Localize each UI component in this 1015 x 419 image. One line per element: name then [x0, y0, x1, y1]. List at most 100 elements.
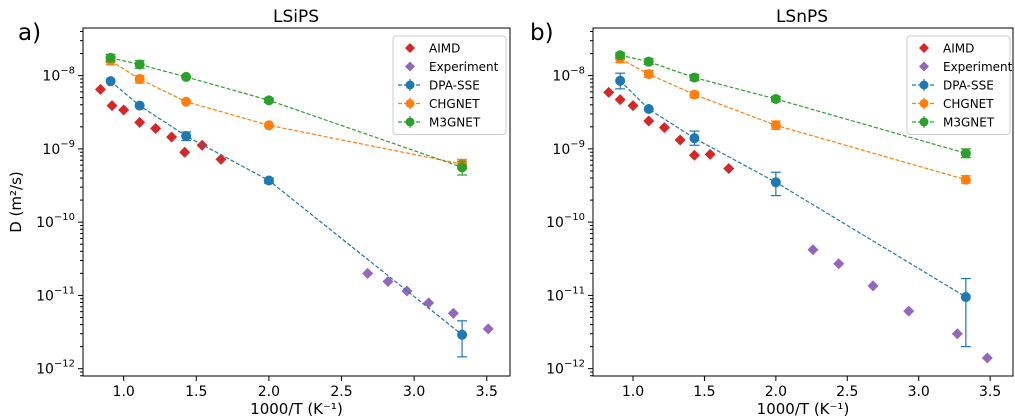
data-point	[723, 162, 735, 174]
y-tick-label: 10−12	[36, 359, 75, 378]
legend-item-m3gnet: M3GNET	[912, 116, 995, 130]
panel-label: b)	[530, 20, 554, 46]
x-tick-label: 1.0	[113, 384, 135, 400]
data-point	[181, 96, 192, 107]
data-point	[482, 323, 494, 335]
legend-item-m3gnet: M3GNET	[398, 116, 481, 130]
series-line-m3gnet	[619, 54, 967, 154]
data-point	[263, 95, 274, 106]
chart-title: LSnPS	[776, 7, 828, 27]
data-point	[134, 116, 146, 128]
x-tick-label: 3.0	[908, 384, 930, 400]
y-axis-label: D (m²/s)	[7, 171, 25, 233]
legend-item-aimd: AIMD	[405, 42, 460, 56]
data-point	[382, 275, 394, 287]
data-point	[150, 122, 162, 134]
legend-marker	[919, 99, 929, 108]
data-point	[423, 297, 435, 309]
legend-box	[392, 35, 507, 135]
data-point	[179, 146, 191, 158]
legend-item-dpa-sse: DPA-SSE	[912, 79, 994, 93]
series-line-m3gnet	[110, 57, 463, 168]
legend: AIMD Experiment DPA-SSE CHGNET M3GNET	[392, 35, 507, 135]
legend-label: Experiment	[429, 60, 499, 74]
data-point	[807, 244, 819, 256]
data-point	[166, 131, 178, 143]
chart-panel-lsips: a) LSiPS 1.0 1.5 2.0 2.5 3.0 3.5 1000/T (K⁻¹) 10−…	[7, 7, 511, 418]
legend-label: M3GNET	[429, 116, 481, 130]
x-tick-label: 1.5	[693, 384, 715, 400]
legend-label: CHGNET	[429, 97, 480, 111]
series-line-chgnet	[619, 58, 967, 181]
legend-label: CHGNET	[943, 97, 994, 111]
data-point	[704, 148, 716, 160]
y-tick-label: 10−12	[546, 359, 585, 378]
plot-frame	[592, 27, 1014, 377]
data-point	[689, 133, 700, 144]
panel-label: a)	[18, 20, 41, 46]
legend-label: DPA-SSE	[429, 79, 480, 93]
series-experiment	[362, 267, 494, 335]
x-tick-label: 1.5	[185, 384, 207, 400]
data-point	[94, 83, 106, 95]
legend: AIMD Experiment DPA-SSE CHGNET M3GNET	[906, 35, 1013, 135]
legend-marker	[919, 43, 929, 53]
data-point	[134, 59, 145, 70]
x-tick-label: 2.5	[330, 384, 352, 400]
legend-box	[906, 35, 1011, 135]
data-point	[643, 104, 654, 115]
legend-item-chgnet: CHGNET	[398, 97, 480, 111]
series-m3gnet	[105, 52, 468, 176]
legend-marker	[405, 61, 415, 72]
x-tick-label: 3.5	[476, 384, 498, 400]
data-point	[118, 104, 130, 116]
data-point	[603, 86, 615, 98]
data-point	[688, 149, 700, 161]
data-point	[362, 267, 374, 279]
legend-item-aimd: AIMD	[919, 42, 974, 56]
x-tick-label: 2.5	[836, 384, 858, 400]
legend-marker	[919, 80, 929, 90]
data-point	[981, 352, 993, 364]
legend-label: Experiment	[943, 60, 1013, 74]
series-aimd	[94, 83, 227, 165]
x-tick-label: 2.0	[765, 384, 787, 400]
data-point	[833, 258, 845, 270]
data-point	[105, 76, 116, 87]
data-point	[770, 177, 781, 188]
y-tick-label: 10−10	[546, 212, 585, 231]
legend-label: AIMD	[429, 42, 460, 56]
data-point	[457, 162, 468, 173]
data-point	[960, 174, 971, 185]
x-axis-label: 1000/T (K⁻¹)	[250, 400, 343, 418]
data-point	[105, 52, 116, 63]
legend-label: AIMD	[943, 42, 974, 56]
y-tick-label: 10−9	[42, 139, 75, 158]
data-point	[643, 115, 655, 127]
data-point	[401, 285, 413, 297]
series-line-dpa-sse	[619, 80, 967, 298]
legend-item-experiment: Experiment	[919, 60, 1013, 74]
series-aimd	[603, 86, 735, 174]
x-tick-label: 3.5	[979, 384, 1001, 400]
data-point	[643, 69, 654, 80]
data-point	[960, 292, 971, 303]
legend-label: M3GNET	[943, 116, 995, 130]
legend-item-experiment: Experiment	[405, 60, 499, 74]
legend-marker	[919, 61, 929, 72]
data-point	[960, 148, 971, 159]
data-point	[181, 71, 192, 82]
data-point	[867, 280, 879, 292]
y-tick-label: 10−10	[36, 212, 75, 231]
data-point	[134, 73, 145, 84]
plot-area	[94, 52, 494, 358]
legend-item-chgnet: CHGNET	[912, 97, 994, 111]
legend-marker	[405, 80, 415, 90]
series-dpa-sse	[615, 72, 971, 348]
data-point	[643, 56, 654, 67]
legend-item-dpa-sse: DPA-SSE	[398, 79, 480, 93]
plot-area	[603, 50, 993, 364]
data-point	[447, 307, 459, 319]
legend-marker	[405, 99, 415, 108]
data-point	[215, 153, 227, 165]
